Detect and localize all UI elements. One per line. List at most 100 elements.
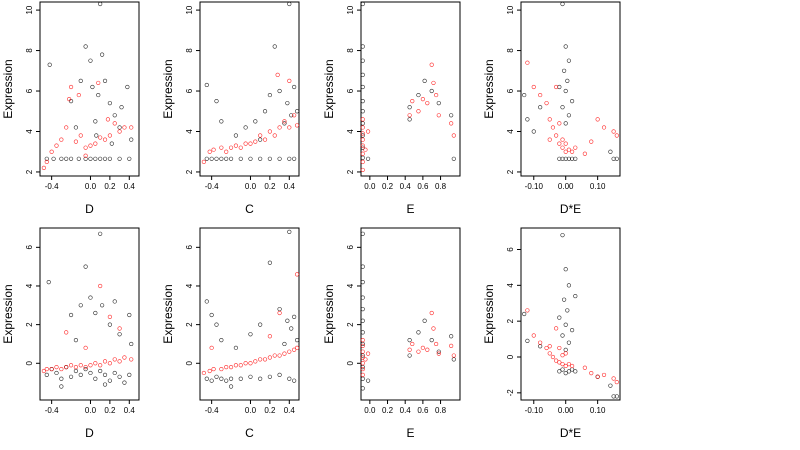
data-point bbox=[407, 337, 412, 343]
y-tick-label: 6 bbox=[185, 88, 194, 93]
data-point bbox=[560, 145, 565, 150]
data-point bbox=[538, 340, 543, 345]
data-point bbox=[46, 280, 51, 285]
data-point bbox=[214, 322, 219, 327]
data-point bbox=[258, 133, 263, 138]
data-point bbox=[93, 361, 98, 366]
y-tick-label: 10 bbox=[346, 5, 355, 14]
x-tick-label: 0.0 bbox=[364, 406, 376, 415]
data-point bbox=[407, 105, 412, 110]
data-point bbox=[360, 366, 365, 372]
y-tick-label: 0 bbox=[185, 361, 194, 366]
x-tick-label: 0.0 bbox=[364, 182, 376, 191]
data-point bbox=[360, 337, 365, 343]
data-point bbox=[68, 84, 74, 90]
data-point bbox=[560, 362, 565, 367]
data-point bbox=[219, 337, 224, 343]
data-point bbox=[611, 394, 616, 399]
data-point bbox=[117, 125, 122, 130]
data-point bbox=[129, 137, 134, 142]
x-axis-label: E bbox=[406, 202, 414, 216]
data-point bbox=[127, 312, 132, 318]
data-point bbox=[560, 156, 565, 161]
x-tick-label: 0.2 bbox=[382, 406, 394, 415]
data-point bbox=[360, 137, 365, 142]
data-point bbox=[122, 380, 127, 385]
y-axis-label: Expression bbox=[161, 284, 175, 343]
data-point bbox=[83, 365, 88, 370]
data-point bbox=[93, 141, 98, 146]
data-point bbox=[563, 351, 568, 356]
data-point bbox=[525, 308, 530, 313]
data-point bbox=[451, 133, 456, 138]
data-point bbox=[224, 365, 229, 370]
data-point bbox=[93, 119, 98, 124]
data-point bbox=[569, 363, 575, 369]
y-axis-label: Expression bbox=[322, 284, 336, 343]
data-point bbox=[54, 370, 59, 376]
data-point bbox=[68, 363, 74, 368]
data-point bbox=[267, 92, 272, 98]
x-tick-label: -0.4 bbox=[45, 182, 59, 191]
x-tick-label: 0.0 bbox=[85, 406, 97, 415]
data-point bbox=[416, 109, 421, 114]
data-point bbox=[201, 370, 206, 376]
data-point bbox=[544, 101, 549, 106]
data-point bbox=[449, 343, 454, 348]
x-axis-label: D*E bbox=[560, 202, 581, 216]
data-point bbox=[109, 141, 114, 146]
data-point bbox=[267, 355, 272, 360]
data-point bbox=[83, 44, 88, 49]
data-point bbox=[107, 378, 112, 383]
data-point bbox=[601, 372, 607, 378]
data-point bbox=[360, 151, 365, 156]
data-point bbox=[59, 137, 64, 142]
data-point bbox=[88, 295, 93, 300]
data-point bbox=[407, 353, 412, 358]
data-point bbox=[294, 123, 300, 128]
data-point bbox=[360, 1, 365, 7]
data-point bbox=[125, 84, 130, 90]
data-point bbox=[360, 155, 365, 160]
data-point bbox=[287, 349, 292, 354]
data-point bbox=[47, 62, 52, 67]
data-point bbox=[429, 62, 434, 67]
data-point bbox=[267, 374, 272, 379]
data-point bbox=[573, 156, 578, 161]
data-point bbox=[243, 125, 248, 130]
data-point bbox=[292, 347, 297, 352]
data-point bbox=[262, 109, 268, 114]
y-tick-label: 10 bbox=[506, 5, 515, 14]
data-point bbox=[78, 372, 83, 377]
data-point bbox=[73, 125, 79, 130]
plot-frame bbox=[520, 227, 621, 401]
data-point bbox=[117, 156, 122, 161]
data-point bbox=[449, 121, 454, 126]
data-point bbox=[129, 357, 134, 362]
y-tick-label: 6 bbox=[346, 88, 355, 93]
data-point bbox=[573, 145, 578, 150]
data-point bbox=[275, 72, 280, 77]
data-point bbox=[248, 361, 253, 366]
data-point bbox=[431, 326, 436, 331]
y-tick-label: 6 bbox=[506, 88, 515, 93]
data-point bbox=[557, 121, 562, 126]
x-tick-label: 0.8 bbox=[435, 406, 447, 415]
data-point bbox=[282, 351, 287, 356]
data-point bbox=[83, 156, 88, 161]
x-axis-label: C bbox=[245, 202, 254, 216]
data-point bbox=[98, 363, 103, 368]
data-point bbox=[83, 153, 88, 158]
data-point bbox=[51, 156, 56, 161]
y-axis-label: Expression bbox=[322, 59, 336, 118]
data-point bbox=[449, 334, 454, 339]
y-tick-label: 8 bbox=[185, 48, 194, 53]
data-point bbox=[107, 156, 112, 161]
data-point bbox=[209, 345, 214, 350]
data-point bbox=[59, 156, 64, 161]
data-point bbox=[531, 84, 536, 90]
data-point bbox=[267, 129, 272, 134]
data-point bbox=[78, 303, 83, 308]
data-point bbox=[360, 386, 365, 391]
data-point bbox=[566, 369, 572, 374]
